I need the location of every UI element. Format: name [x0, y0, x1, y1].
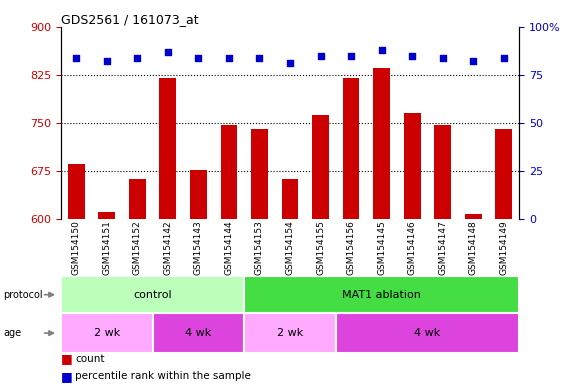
Text: GSM154149: GSM154149 — [499, 220, 508, 275]
Point — [194, 55, 203, 61]
Bar — [129, 179, 146, 384]
Text: count: count — [75, 354, 105, 364]
Bar — [374, 68, 390, 384]
Bar — [404, 113, 420, 384]
Text: GSM154148: GSM154148 — [469, 220, 478, 275]
Bar — [220, 126, 237, 384]
Text: protocol: protocol — [3, 290, 42, 300]
Text: percentile rank within the sample: percentile rank within the sample — [75, 371, 251, 381]
Text: GSM154145: GSM154145 — [377, 220, 386, 275]
Bar — [343, 78, 360, 384]
Bar — [61, 313, 153, 353]
Bar — [282, 179, 298, 384]
Bar — [160, 78, 176, 384]
Text: GDS2561 / 161073_at: GDS2561 / 161073_at — [61, 13, 198, 26]
Text: GSM154142: GSM154142 — [164, 220, 172, 275]
Text: GSM154144: GSM154144 — [224, 220, 233, 275]
Text: GSM154147: GSM154147 — [438, 220, 447, 275]
Bar — [434, 126, 451, 384]
Bar — [61, 276, 244, 313]
Text: control: control — [133, 290, 172, 300]
Point — [133, 55, 142, 61]
Text: 4 wk: 4 wk — [185, 328, 212, 338]
Point — [71, 55, 81, 61]
Text: 2 wk: 2 wk — [277, 328, 303, 338]
Text: GSM154150: GSM154150 — [72, 220, 81, 275]
Bar — [465, 214, 481, 384]
Text: age: age — [3, 328, 21, 338]
Text: 2 wk: 2 wk — [93, 328, 120, 338]
Point — [255, 55, 264, 61]
Text: GSM154152: GSM154152 — [133, 220, 142, 275]
Bar — [190, 170, 206, 384]
Text: ■: ■ — [61, 353, 72, 366]
Point — [346, 53, 356, 59]
Text: GSM154154: GSM154154 — [285, 220, 295, 275]
Text: GSM154146: GSM154146 — [408, 220, 416, 275]
Point — [102, 58, 111, 65]
Point — [438, 55, 447, 61]
Text: 4 wk: 4 wk — [414, 328, 441, 338]
Point — [408, 53, 417, 59]
Bar — [244, 276, 519, 313]
Bar — [153, 313, 244, 353]
Text: GSM154151: GSM154151 — [102, 220, 111, 275]
Text: GSM154156: GSM154156 — [347, 220, 356, 275]
Point — [469, 58, 478, 65]
Text: ■: ■ — [61, 370, 72, 383]
Bar — [251, 129, 268, 384]
Point — [224, 55, 234, 61]
Point — [377, 47, 386, 53]
Bar — [68, 164, 85, 384]
Point — [499, 55, 509, 61]
Text: GSM154153: GSM154153 — [255, 220, 264, 275]
Point — [316, 53, 325, 59]
Point — [285, 60, 295, 66]
Point — [163, 49, 172, 55]
Text: GSM154143: GSM154143 — [194, 220, 203, 275]
Bar — [99, 212, 115, 384]
Bar — [336, 313, 519, 353]
Bar — [244, 313, 336, 353]
Bar — [495, 129, 512, 384]
Bar — [312, 115, 329, 384]
Text: GSM154155: GSM154155 — [316, 220, 325, 275]
Text: MAT1 ablation: MAT1 ablation — [342, 290, 421, 300]
